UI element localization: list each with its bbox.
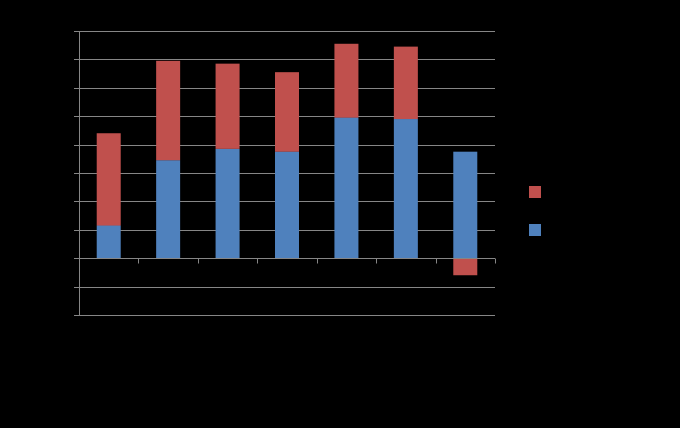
bar-segment-series-2 xyxy=(156,60,181,161)
bar-segment-series-1 xyxy=(393,119,418,259)
legend-swatch-series-1 xyxy=(529,224,541,236)
bar-segment-series-1 xyxy=(453,151,478,259)
bars xyxy=(96,43,478,276)
bar-segment-series-2 xyxy=(275,72,299,152)
bar-segment-series-2 xyxy=(96,133,121,226)
axes xyxy=(74,31,496,316)
bar-segment-series-2 xyxy=(334,43,359,118)
bar-segment-series-1 xyxy=(156,160,181,259)
bar-segment-series-2 xyxy=(215,63,240,149)
legend xyxy=(529,186,541,236)
legend-swatch-series-2 xyxy=(529,186,541,198)
bar-segment-series-1 xyxy=(96,225,121,259)
bar-segment-series-2 xyxy=(453,258,478,276)
bar-segment-series-1 xyxy=(215,148,240,259)
bar-segment-series-1 xyxy=(334,117,359,259)
bar-segment-series-2 xyxy=(393,46,418,120)
bar-segment-series-1 xyxy=(275,151,299,259)
